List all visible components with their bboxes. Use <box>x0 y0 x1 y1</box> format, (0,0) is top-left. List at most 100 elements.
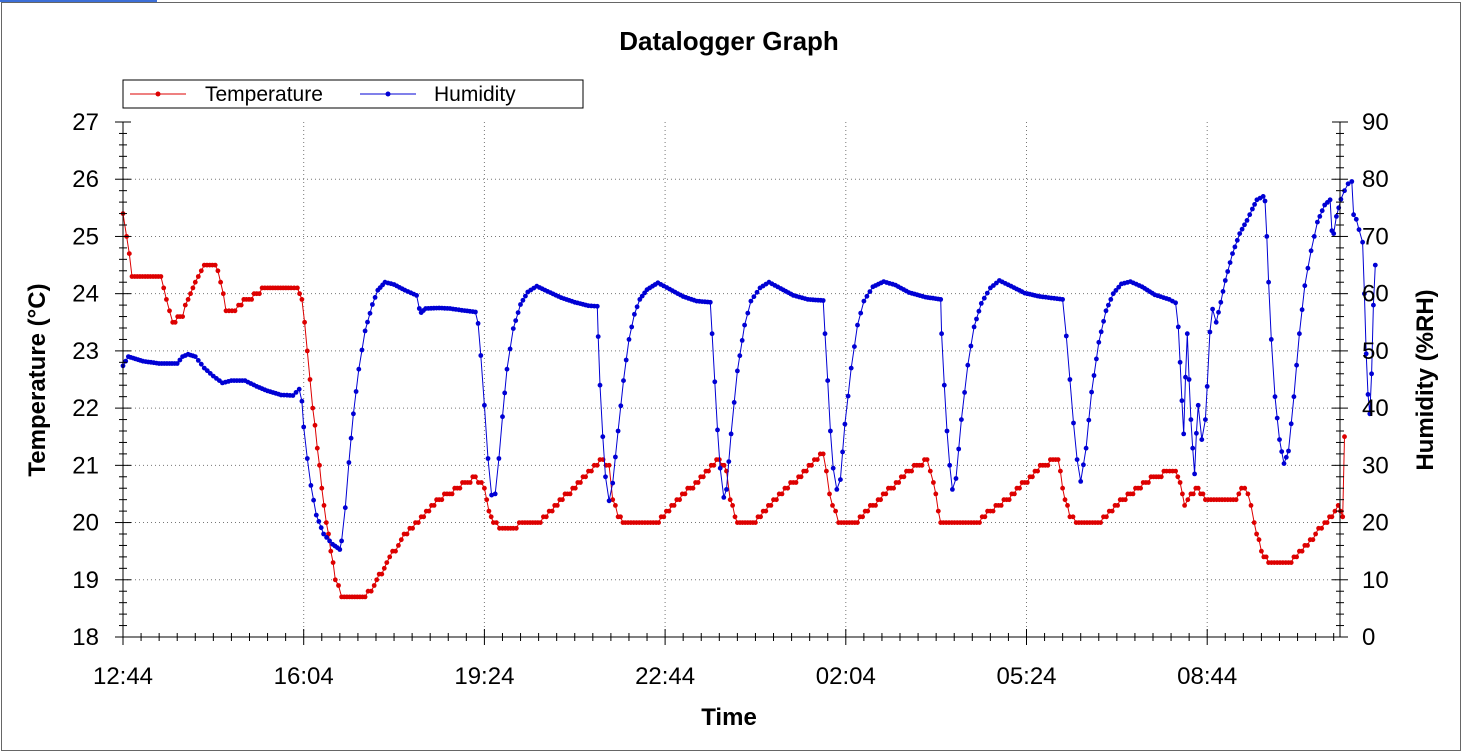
humidity-data-point <box>1327 197 1333 203</box>
humidity-data-point <box>597 382 603 388</box>
x-tick-label: 05:24 <box>996 663 1056 690</box>
humidity-data-point <box>1266 279 1271 285</box>
humidity-data-point <box>621 378 626 383</box>
humidity-data-point <box>1179 398 1185 404</box>
humidity-data-point <box>1349 179 1355 184</box>
temperature-data-point <box>323 520 329 525</box>
temperature-data-point <box>431 503 437 508</box>
temperature-data-point <box>695 480 701 485</box>
humidity-data-point <box>313 512 319 518</box>
temperature-data-point <box>336 583 341 588</box>
temperature-data-point <box>494 520 499 525</box>
temperature-data-point <box>779 491 785 497</box>
humidity-data-point <box>1216 309 1221 315</box>
temperature-data-point <box>396 543 401 548</box>
humidity-data-point <box>848 365 854 371</box>
humidity-data-point <box>356 366 362 372</box>
temperature-data-point <box>381 565 387 571</box>
right-tick-label: 90 <box>1362 109 1389 136</box>
humidity-data-point <box>1319 208 1325 214</box>
humidity-data-point <box>1342 188 1347 194</box>
temperature-data-point <box>404 531 410 537</box>
humidity-data-point <box>984 290 990 296</box>
humidity-data-point <box>473 309 478 315</box>
temperature-data-point <box>878 497 883 503</box>
humidity-data-point <box>1227 260 1233 265</box>
humidity-data-point <box>1222 278 1228 283</box>
axes <box>115 121 1348 645</box>
right-tick-label: 70 <box>1362 223 1389 250</box>
humidity-data-point <box>1268 337 1274 342</box>
temperature-data-point <box>706 468 711 474</box>
temperature-data-point <box>909 468 914 474</box>
temperature-data-point <box>830 503 835 508</box>
humidity-data-point <box>372 295 378 300</box>
temperature-data-point <box>1195 485 1201 491</box>
humidity-data-point <box>834 487 840 492</box>
humidity-data-point <box>296 386 302 392</box>
humidity-data-point <box>724 487 729 492</box>
humidity-data-point <box>370 302 375 307</box>
temperature-data-point <box>721 462 727 468</box>
right-tick-label: 10 <box>1362 567 1389 594</box>
humidity-data-point <box>1234 237 1240 243</box>
temperature-data-point <box>560 497 565 503</box>
humidity-data-point <box>737 353 743 359</box>
humidity-data-point <box>1089 389 1094 395</box>
temperature-data-point <box>554 503 560 508</box>
temperature-data-point <box>188 291 193 297</box>
humidity-data-point <box>327 538 332 544</box>
temperature-data-point <box>482 485 487 491</box>
temperature-data-point <box>661 514 667 520</box>
temperature-data-point <box>312 422 318 428</box>
humidity-data-point <box>939 331 944 337</box>
temperature-data-point <box>1242 485 1248 491</box>
temperature-data-point <box>583 474 588 480</box>
humidity-data-point <box>504 366 510 372</box>
temperature-data-point <box>594 462 600 468</box>
temperature-data-point <box>1058 468 1063 474</box>
temperature-data-point <box>1251 520 1257 525</box>
humidity-data-point <box>1247 212 1253 218</box>
humidity-data-point <box>754 289 760 295</box>
temperature-data-point <box>238 302 244 308</box>
temperature-data-point <box>362 594 368 600</box>
temperature-data-point <box>321 503 327 508</box>
humidity-data-point <box>1294 362 1299 368</box>
humidity-data-point <box>728 431 734 437</box>
humidity-data-point <box>968 343 974 349</box>
humidity-data-point <box>707 299 713 305</box>
temperature-data-point <box>1055 457 1061 462</box>
temperature-data-point <box>768 503 774 508</box>
left-tick-label: 18 <box>72 624 99 651</box>
humidity-data-point <box>950 487 955 492</box>
humidity-data-point <box>978 301 984 306</box>
humidity-data-point <box>308 483 314 488</box>
temperature-data-point <box>730 503 735 508</box>
humidity-data-point <box>1239 226 1245 232</box>
humidity-data-point <box>1291 394 1297 400</box>
temperature-data-point <box>671 503 677 508</box>
humidity-data-point <box>603 474 608 480</box>
temperature-data-point <box>1062 497 1068 503</box>
temperature-data-point <box>727 497 733 503</box>
temperature-data-point <box>1024 480 1030 485</box>
temperature-data-point <box>774 497 779 503</box>
temperature-data-point <box>613 503 618 508</box>
temperature-data-point <box>319 485 325 491</box>
humidity-data-point <box>1098 329 1104 335</box>
humidity-data-point <box>1225 269 1231 274</box>
humidity-data-point <box>1334 214 1339 219</box>
temperature-data-point <box>297 291 302 297</box>
humidity-data-point <box>353 389 359 394</box>
temperature-data-point <box>220 291 226 297</box>
humidity-data-point <box>1356 227 1362 233</box>
temperature-data-point <box>1254 531 1259 537</box>
humidity-data-point <box>634 304 640 310</box>
humidity-data-point <box>828 428 833 434</box>
temperature-data-point <box>415 520 421 525</box>
temperature-data-point <box>618 514 623 520</box>
temperature-data-point <box>158 274 164 279</box>
temperature-data-point <box>257 291 262 297</box>
humidity-data-point <box>1365 392 1371 397</box>
